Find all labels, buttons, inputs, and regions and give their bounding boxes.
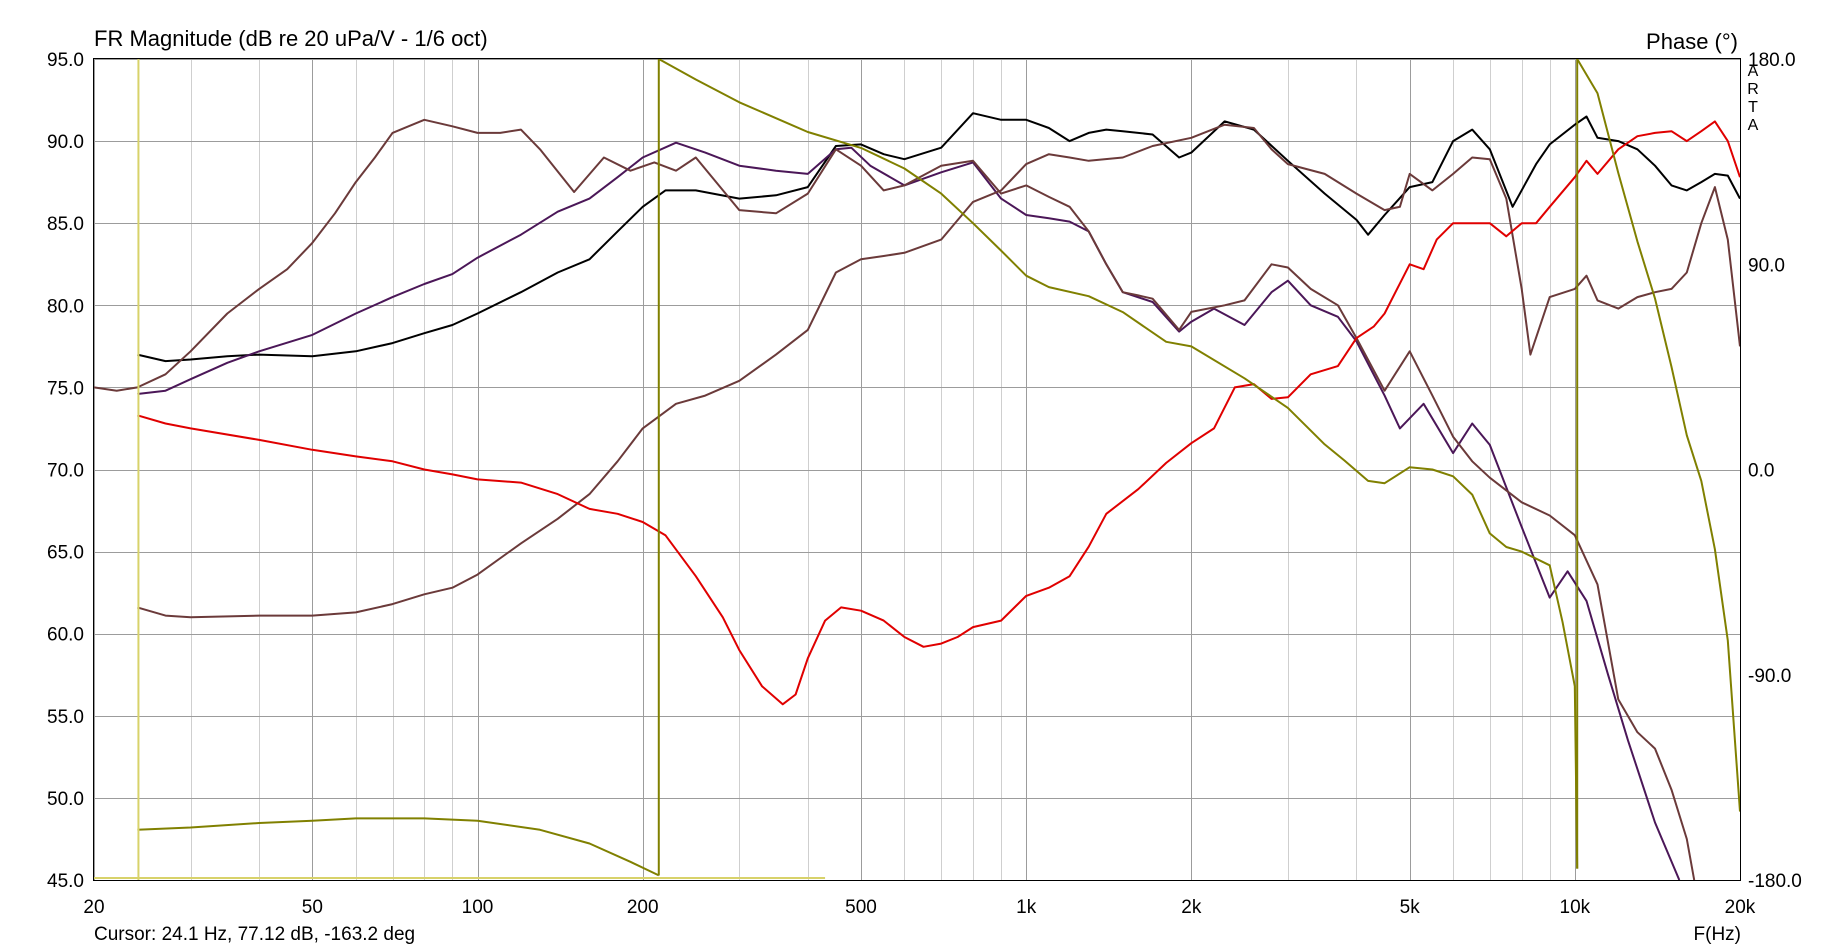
x-tick-label: 200 [627, 897, 659, 918]
x-tick-label: 1k [1016, 897, 1037, 918]
x-tick-label: 5k [1400, 897, 1421, 918]
y2-tick-label: 180.0 [1748, 50, 1796, 71]
y2-tick-label: -180.0 [1748, 871, 1802, 892]
axis-labels: 20 50 100 200 500 1k 2k 5k 10k 20k 45.0 50.0 55.0 60.… [47, 50, 1802, 918]
chart-title: FR Magnitude (dB re 20 uPa/V - 1/6 oct) [94, 26, 488, 51]
overlay [94, 59, 826, 880]
y2-tick-label: -90.0 [1748, 666, 1791, 687]
magnitude-curve-3 [137, 123, 1741, 619]
x-tick-label: 20 [83, 897, 104, 918]
y-tick-label: 55.0 [47, 707, 84, 728]
magnitude-curve-4 [137, 120, 1741, 706]
magnitude-curve-0 [137, 112, 1741, 363]
x-tick-label: 10k [1560, 897, 1591, 918]
cursor-readout: Cursor: 24.1 Hz, 77.12 dB, -163.2 deg [94, 924, 415, 945]
y2-tick-label: 90.0 [1748, 255, 1785, 276]
phase-curve-segment [1576, 58, 1741, 812]
magnitude-curve-2 [93, 118, 1696, 881]
y-tick-label: 95.0 [47, 50, 84, 71]
phase-curve-segment [137, 817, 660, 877]
x-tick-label: 20k [1725, 897, 1756, 918]
phase-curve-segment [658, 58, 1579, 869]
watermark-letter: T [1748, 99, 1758, 116]
y-tick-label: 90.0 [47, 132, 84, 153]
magnitude-curve-1 [137, 141, 1681, 881]
x-tick-label: 100 [462, 897, 494, 918]
x-tick-label: 50 [302, 897, 323, 918]
y-tick-label: 75.0 [47, 378, 84, 399]
watermark-letter: A [1748, 63, 1759, 80]
series-group [93, 58, 1741, 881]
y-tick-label: 45.0 [47, 871, 84, 892]
y-tick-label: 80.0 [47, 296, 84, 317]
y-tick-label: 65.0 [47, 543, 84, 564]
plot-frame [93, 58, 1741, 881]
x-axis-label: F(Hz) [1694, 924, 1741, 945]
grid [94, 59, 1741, 881]
y-tick-label: 60.0 [47, 625, 84, 646]
x-tick-label: 500 [845, 897, 877, 918]
y-tick-label: 85.0 [47, 214, 84, 235]
x-tick-label: 2k [1181, 897, 1202, 918]
watermark-letter: A [1748, 117, 1759, 134]
y2-tick-label: 0.0 [1748, 461, 1774, 482]
watermark-letter: R [1747, 81, 1759, 98]
y-tick-label: 70.0 [47, 461, 84, 482]
right-axis-title: Phase (°) [1646, 29, 1738, 54]
y-tick-label: 50.0 [47, 789, 84, 810]
